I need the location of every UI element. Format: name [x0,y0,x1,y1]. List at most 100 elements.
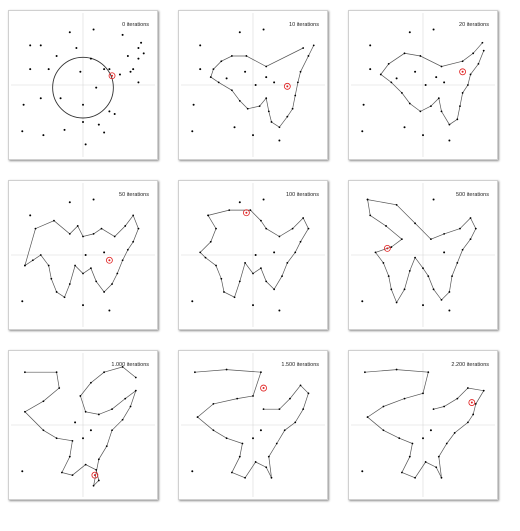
tour-node [230,55,233,57]
tour-node [230,471,233,474]
tour-node [469,73,472,76]
tour-node [105,445,108,448]
tour-node [414,222,416,225]
tour-node [228,209,231,212]
panel-title: 10 iterations [289,22,319,28]
tour-node [395,368,398,371]
tour-node [289,397,291,400]
data-point [63,128,66,131]
tour-node [474,227,477,230]
tour-node [440,110,443,113]
tour-node [220,277,223,280]
tour-node [260,219,262,222]
tour-node [459,105,461,108]
data-point [432,28,435,31]
tour-node [241,442,244,445]
highlight-ring [106,256,113,264]
tour-node [456,118,459,121]
tour-node [379,73,382,76]
data-point [22,103,25,106]
data-point [29,214,32,217]
data-point [278,139,281,142]
tour-node [121,418,124,421]
panel-500-iterations: 500 iterations [348,180,498,330]
tour-node [55,291,58,293]
tour-node [440,476,443,479]
tour-node [212,68,215,71]
data-point [47,68,50,71]
data-point [361,300,364,303]
data-point [21,470,24,473]
panel-plot [181,183,325,327]
panel-plot [351,353,495,497]
tour-node [82,272,84,275]
tour-node [265,466,268,469]
panel-10-iterations: 10 iterations [178,10,328,160]
data-point [369,68,372,71]
tour-node [482,389,485,392]
tour-node [111,283,113,285]
tour-node [225,368,228,371]
data-point [39,97,42,100]
tour-node [469,238,472,241]
tour-node [270,476,273,479]
tour-node [254,461,257,463]
tour-node [440,65,443,68]
tour-node [414,256,416,259]
tour-node [265,280,268,283]
tour-node [411,442,414,445]
tour-node [113,235,116,238]
tour-node [199,251,202,254]
tour-node [387,62,390,65]
data-point [424,84,427,86]
tour-node [400,238,403,241]
highlight-point [93,474,96,477]
tour-node [82,235,84,238]
tour-node [422,392,424,395]
tour-node [403,288,406,291]
tour-node [132,214,135,217]
data-point [422,304,424,307]
data-point [361,470,364,473]
tour-node [209,240,212,243]
tour-node [278,126,281,129]
tour-node [374,251,377,254]
data-point [252,437,254,440]
tour-node [302,47,305,49]
data-point [29,44,32,47]
tour-node [252,272,254,275]
tour-node [220,60,223,63]
data-point [29,68,32,71]
panel-plot [11,183,155,327]
tour-node [50,277,53,280]
tour-node [466,84,469,86]
tour-line [24,214,139,298]
tour-node [461,92,464,94]
data-point [21,130,24,133]
data-point [59,97,62,100]
tour-line [24,366,137,487]
tour-node [387,275,390,278]
tour-node [134,389,137,392]
tour-node [58,387,61,389]
highlight-point [470,401,473,404]
data-point [92,198,95,201]
data-point [103,68,106,71]
highlight-ring [260,384,267,392]
tour-node [302,408,305,411]
data-point [55,54,58,57]
data-point [191,130,194,133]
tour-node [278,235,281,238]
tour-node [238,99,241,102]
tour-node [212,429,215,432]
tour-line [367,199,477,304]
tour-node [369,214,372,217]
tour-node [448,123,451,126]
tour-node [427,371,430,374]
tour-node [443,232,446,235]
tour-node [400,471,403,474]
tour-node [382,429,385,432]
tour-node [461,248,464,251]
tour-node [265,227,268,230]
highlight-ring [91,471,99,479]
